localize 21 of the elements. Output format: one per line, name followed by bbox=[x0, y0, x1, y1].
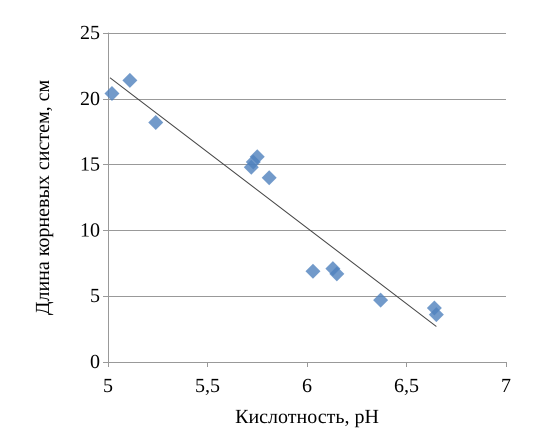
y-tick-label: 5 bbox=[90, 285, 100, 308]
point bbox=[148, 114, 164, 130]
point bbox=[373, 292, 388, 308]
point bbox=[329, 266, 344, 282]
x-tick-label: 5,5 bbox=[195, 375, 220, 397]
y-tick-label: 10 bbox=[80, 219, 100, 242]
point bbox=[305, 264, 320, 279]
point bbox=[250, 149, 265, 164]
y-tick-label: 20 bbox=[80, 88, 100, 110]
point bbox=[122, 72, 138, 88]
x-tick-label: 6 bbox=[302, 375, 312, 397]
y-tick-label: 0 bbox=[90, 351, 100, 373]
point bbox=[262, 170, 277, 186]
x-tick-label: 6,5 bbox=[394, 375, 419, 397]
point bbox=[428, 307, 444, 322]
x-axis-title: Кислотность, pH bbox=[235, 406, 379, 428]
y-tick-label: 15 bbox=[80, 154, 100, 176]
x-tick-label: 7 bbox=[501, 375, 511, 397]
y-tick-label: 25 bbox=[80, 22, 100, 44]
point bbox=[104, 86, 120, 102]
y-axis-title: Длина корневых систем, см bbox=[32, 79, 54, 316]
